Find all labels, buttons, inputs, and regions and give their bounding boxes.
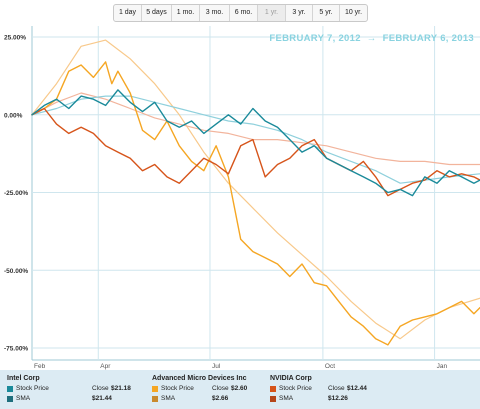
intel-sma-swatch [7,396,13,402]
x-tick-label: Jul [212,363,221,370]
legend-price-label: Stock Price [279,385,312,392]
series-line-nvda-sma [31,92,480,166]
range-button-1-mo[interactable]: 1 mo. [172,5,200,21]
chart-series [31,39,480,346]
range-button-5-yr[interactable]: 5 yr. [313,5,340,21]
chart-labels: 25.00% 0.00% -25.00% -50.00% -75.00% Feb Apr Ju… [4,35,447,371]
legend-close-value: $12.44 [347,385,367,392]
legend-company-name: Intel Corp [7,375,40,382]
series-line-intel-sma [31,95,480,184]
legend-company-name: Advanced Micro Devices Inc [152,375,247,382]
chart-grid [31,26,480,361]
y-tick-label: 0.00% [4,112,23,119]
nvidia-price-swatch [270,386,276,392]
legend-sma-label: SMA [279,395,294,402]
legend-sma-label: SMA [16,395,31,402]
y-tick-label: 25.00% [4,35,26,42]
series-line-nvda-price [31,107,480,197]
y-tick-label: -25.00% [4,190,28,197]
y-tick-label: -75.00% [4,346,28,353]
date-range-label: FEBRUARY 7, 2012 → FEBRUARY 6, 2013 [269,33,474,44]
stock-chart: 25.00% 0.00% -25.00% -50.00% -75.00% Feb Apr Ju… [4,26,480,371]
range-button-10-yr[interactable]: 10 yr. [344,9,363,16]
legend-row-sma[interactable]: SMA $2.66 [152,395,247,405]
legend-sma-value: $2.66 [212,395,229,402]
series-line-amd-sma [31,39,480,340]
x-tick-label: Jan [437,363,448,370]
legend-row-price[interactable]: Stock Price Close $21.18 [7,385,131,395]
intel-price-swatch [7,386,13,392]
arrow-right-icon: → [366,33,377,44]
range-button-1-yr[interactable]: 1 yr. [258,5,286,21]
legend-group-nvidia: NVIDIA Corp Stock Price Close $12.44 SMA… [270,375,367,405]
legend-row-sma[interactable]: SMA $21.44 [7,395,112,405]
range-button-5-days[interactable]: 5 days [142,5,172,21]
time-range-selector: 1 day 5 days 1 mo. 3 mo. 6 mo. 1 yr. 3 yr. 5 yr… [113,4,368,22]
legend-sma-label: SMA [161,395,176,402]
legend-group-amd: Advanced Micro Devices Inc Stock Price C… [152,375,247,405]
amd-sma-swatch [152,396,158,402]
x-tick-label: Oct [325,363,335,370]
range-button-3-mo[interactable]: 3 mo. [200,5,230,21]
legend-panel: Intel Corp Stock Price Close $21.18 SMA … [0,370,480,409]
legend-row-sma[interactable]: SMA $12.26 [270,395,348,405]
legend-price-label: Stock Price [161,385,194,392]
legend-sma-value: $12.26 [328,395,348,402]
legend-close-value: $21.18 [111,385,131,392]
legend-group-intel: Intel Corp Stock Price Close $21.18 SMA … [7,375,131,405]
legend-close-label: Close [212,385,229,392]
date-range-start: FEBRUARY 7, 2012 [269,33,361,44]
legend-close-label: Close [328,385,345,392]
legend-company-name: NVIDIA Corp [270,375,312,382]
legend-row-price[interactable]: Stock Price Close $2.60 [152,385,247,395]
legend-close-label: Close [92,385,109,392]
x-tick-label: Feb [34,363,46,370]
legend-sma-value: $21.44 [92,395,112,402]
amd-price-swatch [152,386,158,392]
legend-close-value: $2.60 [231,385,248,392]
legend-row-price[interactable]: Stock Price Close $12.44 [270,385,367,395]
series-line-intel-price [31,89,480,197]
nvidia-sma-swatch [270,396,276,402]
x-tick-label: Apr [100,363,111,370]
y-tick-label: -50.00% [4,268,28,275]
range-button-1-day[interactable]: 1 day [114,5,142,21]
range-button-6-mo[interactable]: 6 mo. [230,5,258,21]
date-range-end: FEBRUARY 6, 2013 [382,33,474,44]
legend-price-label: Stock Price [16,385,49,392]
series-line-amd-price [31,61,480,346]
range-button-3-yr[interactable]: 3 yr. [286,5,313,21]
